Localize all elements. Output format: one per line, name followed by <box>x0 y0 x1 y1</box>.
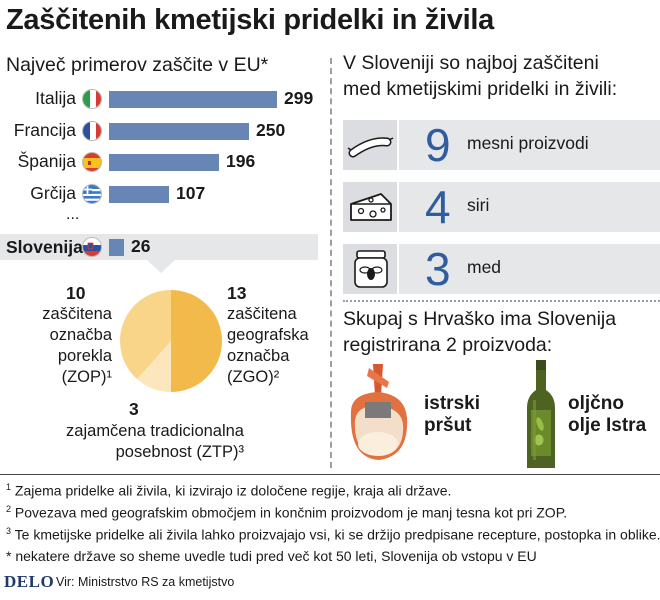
source-note: Vir: Ministrstvo RS za kmetijstvo <box>56 575 235 589</box>
value-label-italija: 299 <box>284 88 314 108</box>
count-honey: 3 <box>425 243 451 295</box>
slovenia-heading: V Sloveniji so najboj zaščiteni med kmet… <box>343 52 618 100</box>
pie-slice-zop <box>120 290 171 380</box>
pie-label-ztp: zajamčena tradicionalna posebnost (ZTP)³ <box>66 422 244 461</box>
footnote-3: 3 Te kmetijske pridelke ali živila lahko… <box>6 526 660 543</box>
slovenia-flag <box>82 237 102 257</box>
value-label-francija: 250 <box>256 120 286 140</box>
count-meat: 9 <box>425 119 451 171</box>
column-divider <box>330 58 332 468</box>
olive-oil-bottle-icon <box>525 360 557 475</box>
italy-flag <box>82 89 102 109</box>
country-label-francija: Francija <box>13 120 76 140</box>
honey-jar-icon <box>343 244 399 294</box>
footnote-2: 2 Povezava med geografskim območjem in k… <box>6 504 568 521</box>
pie-label-zop: zaščitena označba porekla (ZOP)¹ <box>42 305 112 386</box>
greece-flag <box>82 184 102 204</box>
bar-francija <box>109 123 249 140</box>
spain-flag <box>82 152 102 172</box>
pie-chart <box>120 290 222 392</box>
pie-slice-zgo <box>171 290 222 392</box>
pie-slice-ztp <box>137 341 171 392</box>
country-label-spanija: Španija <box>17 151 76 171</box>
pie-value-zgo: 13 <box>227 283 247 303</box>
label-meat: mesni proizvodi <box>467 133 589 153</box>
pie-value-ztp: 3 <box>129 399 139 419</box>
country-label-slovenija: Slovenija <box>6 237 83 257</box>
prosciutto-icon <box>343 362 415 471</box>
bar-italija <box>109 91 277 108</box>
country-label-grcija: Grčija <box>30 183 76 203</box>
delo-logo: DELO <box>4 572 55 591</box>
label-honey: med <box>467 257 502 277</box>
country-label-italija: Italija <box>35 88 76 108</box>
bar-grcija <box>109 186 169 203</box>
value-label-grcija: 107 <box>176 183 206 203</box>
bar-spanija <box>109 154 219 171</box>
page-title: Zaščitenih kmetijski pridelki in živila <box>6 4 494 36</box>
count-cheese: 4 <box>425 181 451 233</box>
sausage-icon <box>343 120 399 170</box>
label-cheese: siri <box>467 195 490 215</box>
product-olive-oil: oljčno olje Istra <box>568 393 647 436</box>
right-divider <box>343 300 660 302</box>
ellipsis: ... <box>66 206 80 223</box>
cheese-icon <box>343 182 399 232</box>
value-label-spanija: 196 <box>226 151 256 171</box>
bar-slovenija <box>109 239 124 256</box>
slovenia-highlight <box>0 234 318 260</box>
footnote-rule <box>0 474 660 475</box>
pie-value-zop: 10 <box>66 283 86 303</box>
footnote-1: 1 Zajema pridelke ali živila, ki izviraj… <box>6 482 452 499</box>
footnote-asterisk: * nekatere države so sheme uvedle tudi p… <box>6 548 537 564</box>
france-flag <box>82 121 102 141</box>
bar-chart-heading: Največ primerov zaščite v EU* <box>6 54 269 76</box>
value-label-slovenija: 26 <box>131 236 151 256</box>
pie-label-zgo: zaščitena geografska označba (ZGO)² <box>227 305 309 386</box>
croatia-heading: Skupaj s Hrvaško ima Slovenija registrir… <box>343 308 617 356</box>
callout-pointer <box>146 259 176 273</box>
product-prosciutto: istrski pršut <box>424 393 480 436</box>
